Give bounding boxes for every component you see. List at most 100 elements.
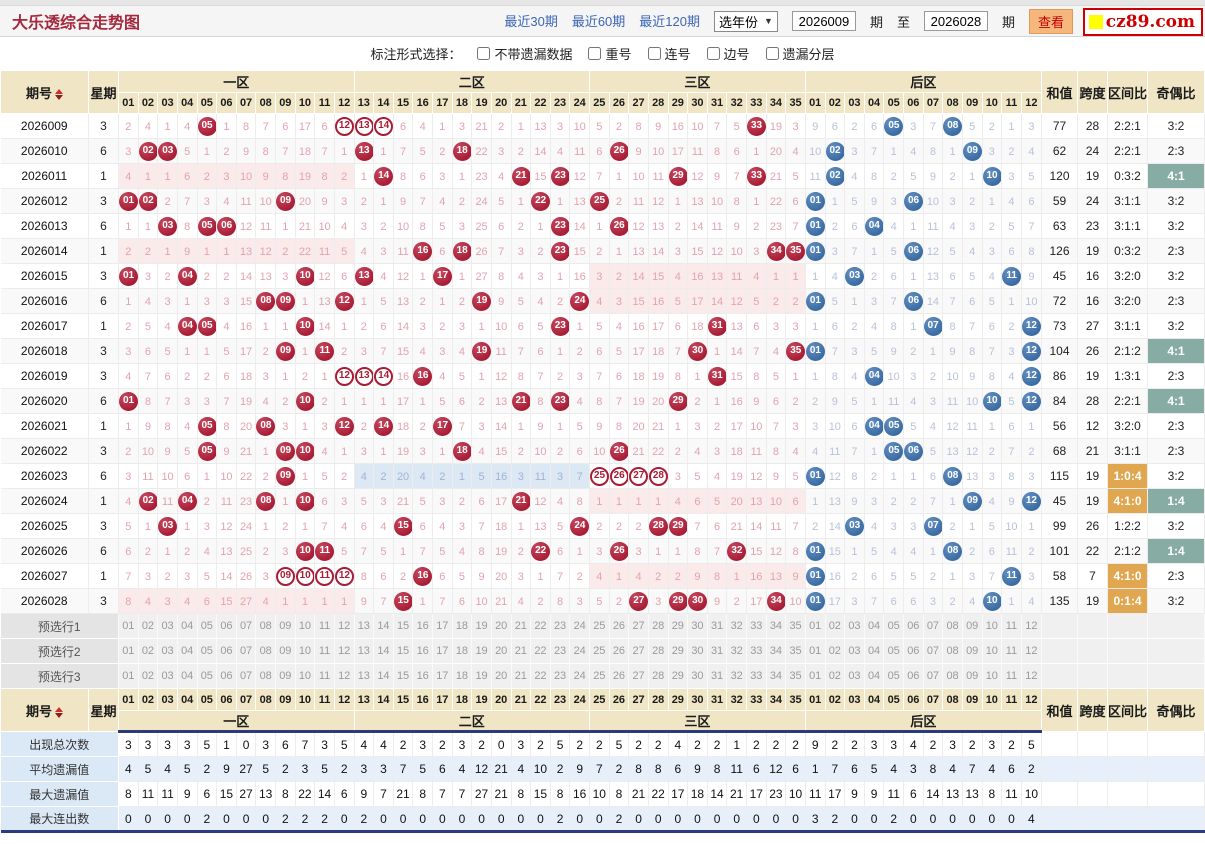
preselect-number[interactable]: 06	[216, 663, 237, 689]
preselect-number[interactable]: 07	[923, 613, 944, 639]
preselect-number[interactable]: 22	[530, 638, 551, 664]
preselect-number[interactable]: 35	[785, 638, 806, 664]
preselect-number[interactable]: 29	[668, 638, 689, 664]
col-header-qihao-bottom[interactable]: 期号	[0, 688, 89, 732]
preselect-number[interactable]: 10	[982, 663, 1003, 689]
preselect-number[interactable]: 34	[766, 663, 787, 689]
year-select[interactable]: 选年份 ▼	[714, 10, 778, 32]
preselect-number[interactable]: 09	[962, 663, 983, 689]
preselect-number[interactable]: 05	[197, 663, 218, 689]
preselect-number[interactable]: 03	[844, 638, 865, 664]
preselect-number[interactable]: 02	[138, 613, 159, 639]
preselect-number[interactable]: 08	[255, 663, 276, 689]
preselect-number[interactable]: 32	[726, 638, 747, 664]
preselect-number[interactable]: 15	[393, 613, 414, 639]
preselect-number[interactable]: 01	[118, 638, 139, 664]
preselect-number[interactable]: 28	[648, 638, 669, 664]
preselect-number[interactable]: 14	[373, 638, 394, 664]
preselect-number[interactable]: 06	[903, 663, 924, 689]
preselect-number[interactable]: 07	[923, 638, 944, 664]
preselect-number[interactable]: 10	[982, 613, 1003, 639]
preselect-number[interactable]: 13	[353, 613, 375, 639]
preselect-number[interactable]: 03	[157, 638, 178, 664]
col-header-qihao[interactable]: 期号	[0, 70, 89, 114]
preselect-number[interactable]: 01	[804, 663, 826, 689]
preselect-number[interactable]: 29	[668, 663, 689, 689]
preselect-number[interactable]: 17	[432, 613, 453, 639]
preselect-number[interactable]: 21	[511, 613, 532, 639]
preselect-number[interactable]: 33	[746, 663, 767, 689]
preselect-number[interactable]: 34	[766, 638, 787, 664]
preselect-number[interactable]: 22	[530, 663, 551, 689]
preselect-number[interactable]: 32	[726, 613, 747, 639]
preselect-number[interactable]: 07	[236, 613, 257, 639]
preselect-number[interactable]: 15	[393, 638, 414, 664]
preselect-number[interactable]: 13	[353, 638, 375, 664]
preselect-number[interactable]: 04	[864, 638, 885, 664]
preselect-number[interactable]: 05	[197, 613, 218, 639]
preselect-number[interactable]: 26	[609, 638, 630, 664]
preselect-number[interactable]: 30	[687, 638, 708, 664]
preselect-number[interactable]: 12	[1021, 638, 1043, 664]
preselect-number[interactable]: 02	[825, 638, 846, 664]
recent-link-0[interactable]: 最近30期	[504, 14, 558, 29]
preselect-number[interactable]: 23	[550, 638, 571, 664]
preselect-number[interactable]: 21	[511, 638, 532, 664]
preselect-number[interactable]: 26	[609, 663, 630, 689]
preselect-number[interactable]: 12	[334, 638, 355, 664]
preselect-number[interactable]: 23	[550, 613, 571, 639]
preselect-number[interactable]: 01	[118, 663, 139, 689]
preselect-number[interactable]: 11	[1001, 613, 1022, 639]
preselect-number[interactable]: 19	[471, 663, 492, 689]
preselect-number[interactable]: 02	[138, 663, 159, 689]
preselect-number[interactable]: 06	[903, 613, 924, 639]
preselect-number[interactable]: 04	[864, 613, 885, 639]
preselect-number[interactable]: 25	[589, 638, 610, 664]
preselect-number[interactable]: 30	[687, 663, 708, 689]
preselect-number[interactable]: 06	[216, 613, 237, 639]
preselect-number[interactable]: 35	[785, 613, 806, 639]
preselect-number[interactable]: 27	[628, 613, 649, 639]
to-period-input[interactable]	[923, 11, 988, 31]
preselect-number[interactable]: 04	[177, 613, 198, 639]
preselect-number[interactable]: 03	[844, 613, 865, 639]
preselect-number[interactable]: 31	[707, 663, 728, 689]
preselect-number[interactable]: 31	[707, 613, 728, 639]
preselect-number[interactable]: 14	[373, 663, 394, 689]
preselect-number[interactable]: 05	[883, 638, 904, 664]
filter-checkbox-3[interactable]	[706, 47, 720, 60]
preselect-number[interactable]: 20	[491, 613, 512, 639]
preselect-number[interactable]: 11	[1001, 638, 1022, 664]
preselect-number[interactable]: 18	[452, 638, 473, 664]
preselect-number[interactable]: 27	[628, 663, 649, 689]
preselect-number[interactable]: 06	[216, 638, 237, 664]
preselect-number[interactable]: 08	[942, 638, 963, 664]
filter-checkbox-4[interactable]	[765, 47, 779, 60]
preselect-number[interactable]: 34	[766, 613, 787, 639]
recent-link-1[interactable]: 最近60期	[571, 14, 626, 29]
preselect-number[interactable]: 10	[982, 638, 1003, 664]
preselect-number[interactable]: 18	[452, 663, 473, 689]
preselect-number[interactable]: 02	[825, 663, 846, 689]
preselect-number[interactable]: 07	[923, 663, 944, 689]
preselect-number[interactable]: 19	[471, 613, 492, 639]
preselect-number[interactable]: 05	[883, 663, 904, 689]
preselect-number[interactable]: 28	[648, 613, 669, 639]
preselect-number[interactable]: 04	[864, 663, 885, 689]
preselect-number[interactable]: 31	[707, 638, 728, 664]
preselect-number[interactable]: 09	[962, 638, 983, 664]
preselect-number[interactable]: 01	[804, 638, 826, 664]
preselect-number[interactable]: 08	[942, 663, 963, 689]
view-button[interactable]: 查看	[1028, 8, 1073, 34]
preselect-number[interactable]: 18	[452, 613, 473, 639]
preselect-number[interactable]: 16	[412, 663, 433, 689]
preselect-number[interactable]: 07	[236, 638, 257, 664]
preselect-number[interactable]: 24	[569, 613, 590, 639]
preselect-number[interactable]: 12	[334, 613, 355, 639]
preselect-number[interactable]: 03	[157, 613, 178, 639]
preselect-number[interactable]: 08	[255, 613, 276, 639]
preselect-number[interactable]: 29	[668, 613, 689, 639]
preselect-number[interactable]: 09	[275, 663, 296, 689]
preselect-number[interactable]: 05	[883, 613, 904, 639]
preselect-number[interactable]: 16	[412, 613, 433, 639]
